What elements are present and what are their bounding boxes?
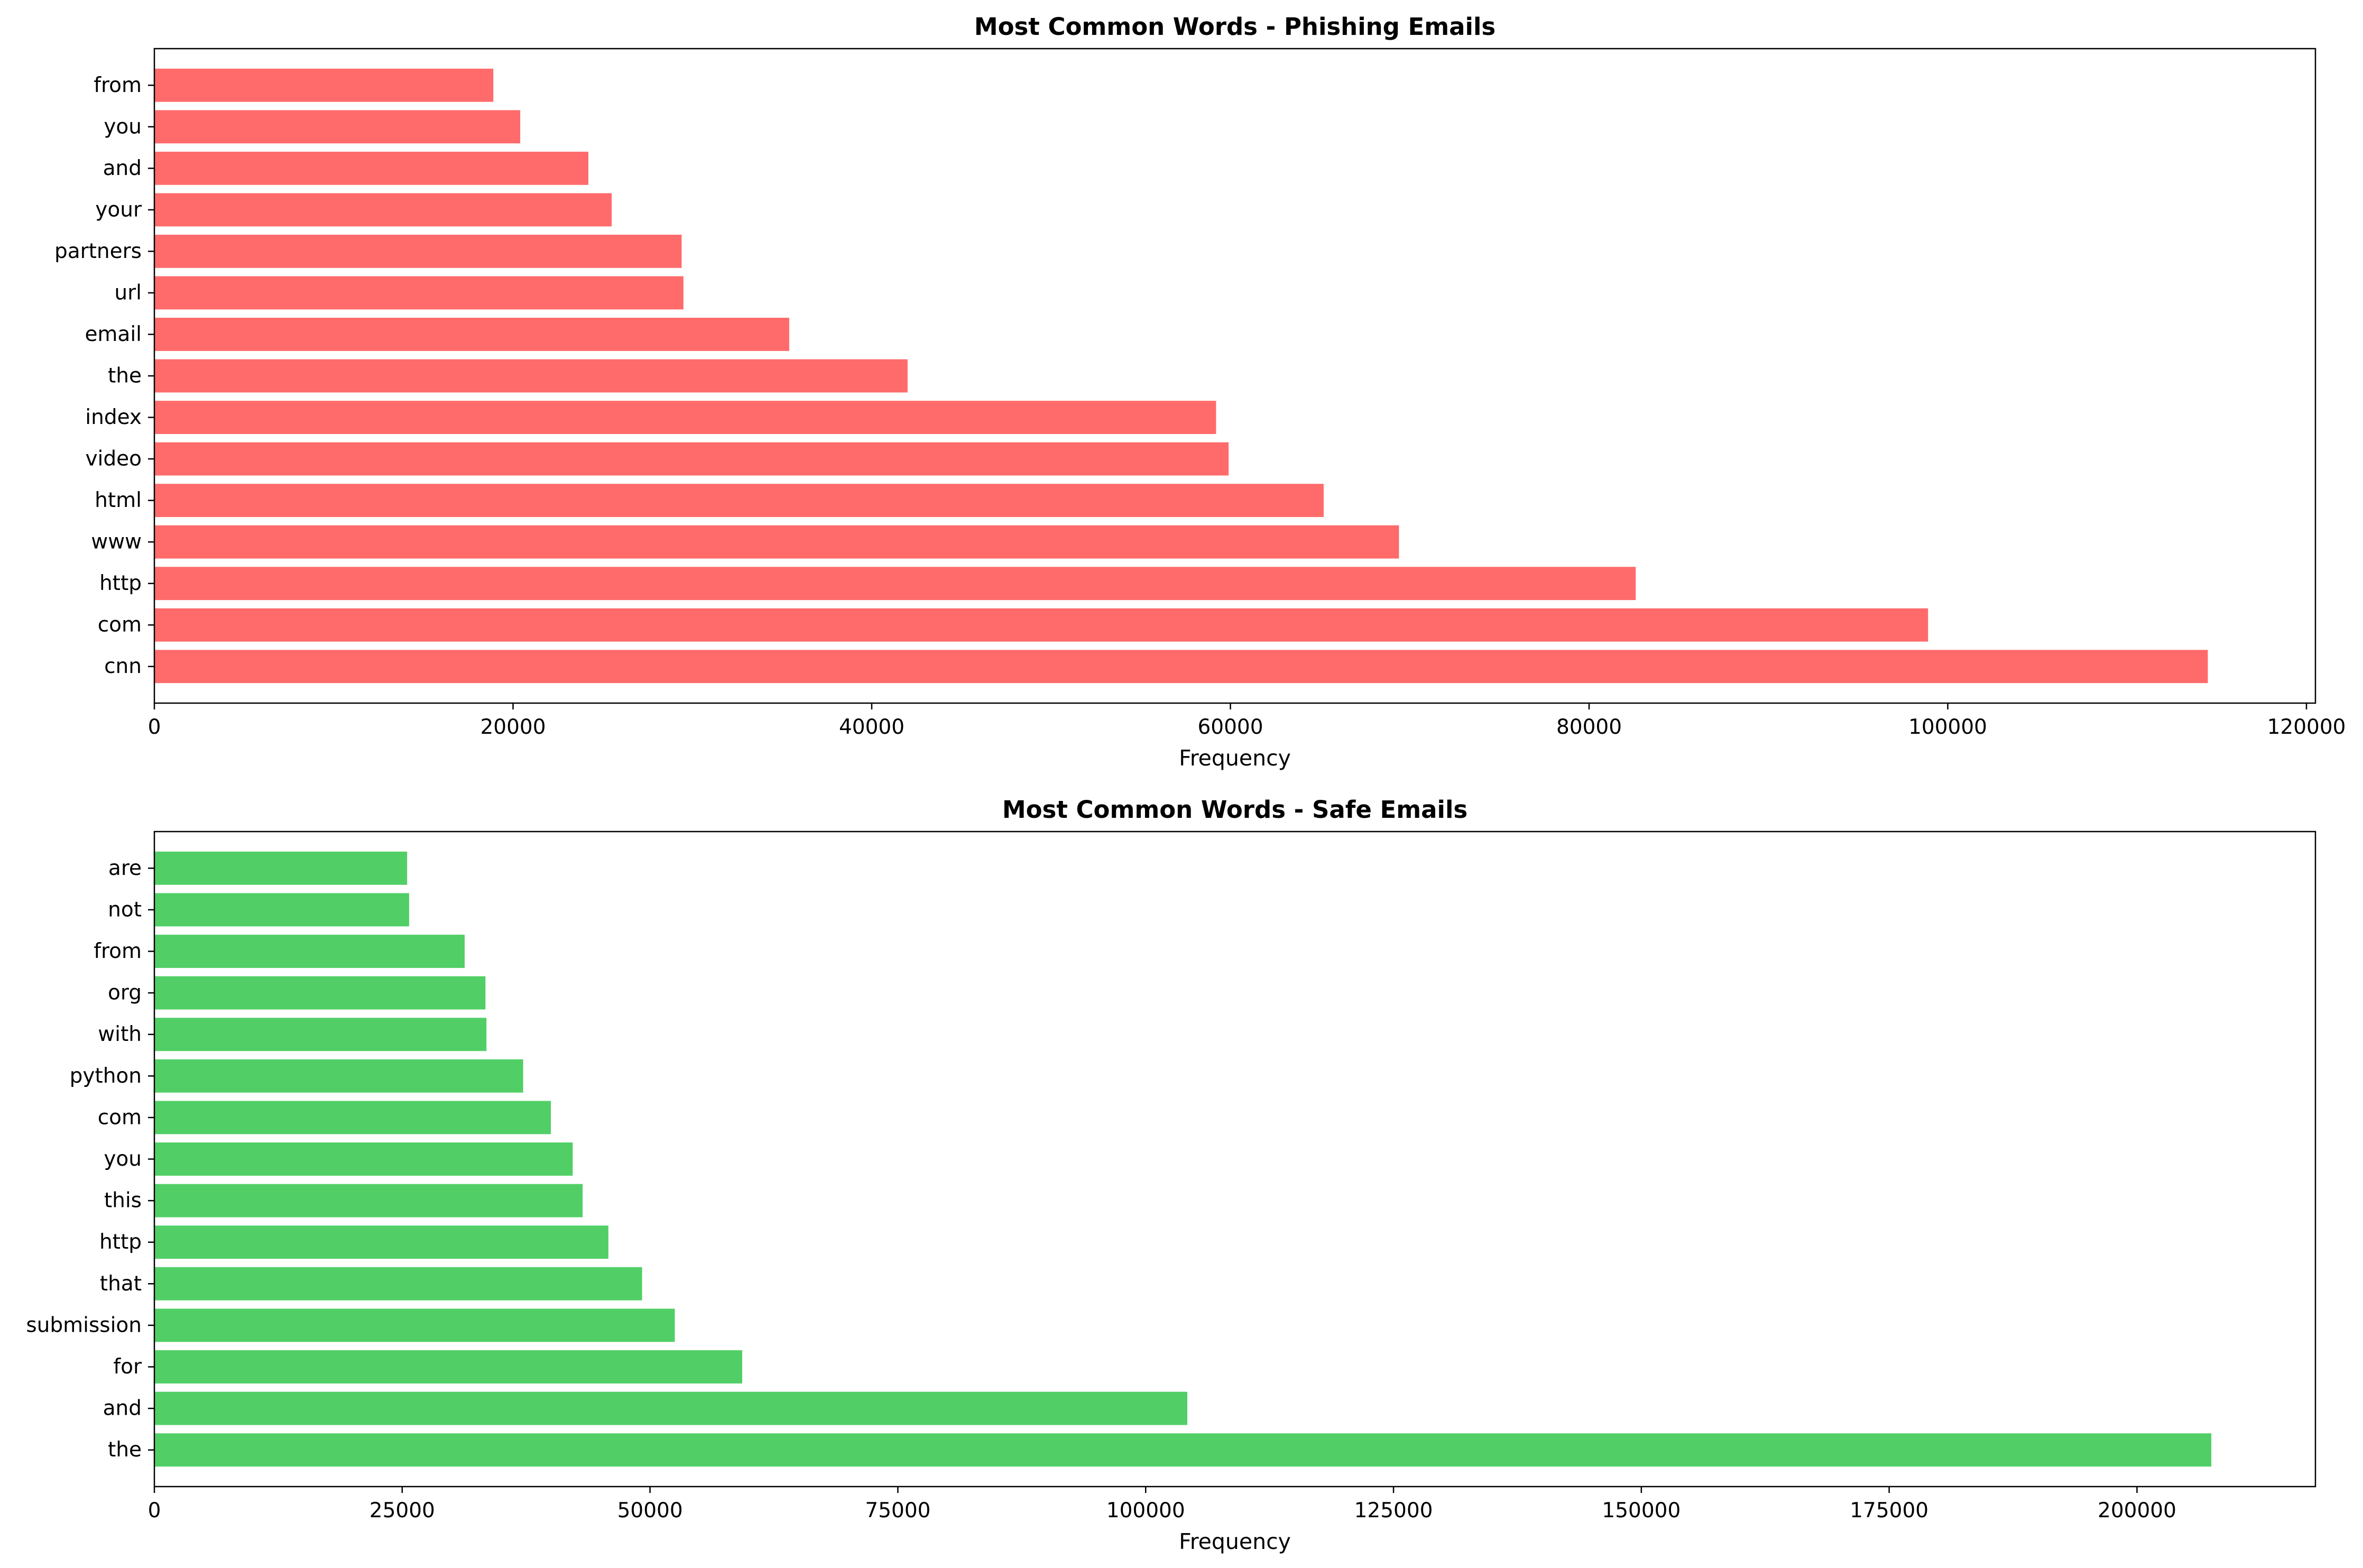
bar-cnn <box>154 650 2208 684</box>
y-tick-label: com <box>98 613 142 637</box>
bar-submission <box>154 1308 675 1342</box>
bar-your <box>154 193 612 227</box>
x-tick-label: 120000 <box>2267 715 2346 739</box>
y-tick-label: that <box>100 1272 142 1296</box>
x-ticks: 0 25000 50000 75000 100000 125000 150000 175000… <box>148 1487 2176 1523</box>
y-tick-label: not <box>108 898 142 921</box>
bar-that <box>154 1267 642 1300</box>
y-tick-label: video <box>85 447 142 471</box>
y-tick-label: cnn <box>104 654 142 678</box>
bar-from <box>154 68 494 102</box>
bar-are <box>154 851 408 885</box>
bar-you <box>154 110 521 144</box>
x-tick-label: 0 <box>148 1499 161 1523</box>
y-tick-label: org <box>108 981 142 1005</box>
bar-org <box>154 976 486 1010</box>
x-tick-label: 20000 <box>480 715 546 739</box>
chart-title: Most Common Words - Phishing Emails <box>974 13 1496 41</box>
bar-this <box>154 1184 583 1217</box>
y-tick-label: the <box>108 364 142 388</box>
bar-with <box>154 1018 487 1052</box>
x-tick-label: 0 <box>148 715 161 739</box>
y-tick-label: email <box>85 322 142 346</box>
safe-words-chart: Most Common Words - Safe Emails the and fo… <box>26 796 2316 1554</box>
plot-frame <box>153 48 2316 704</box>
bars <box>154 68 2208 684</box>
x-tick-label: 25000 <box>370 1499 435 1523</box>
y-tick-label: and <box>103 156 142 180</box>
x-axis-label: Frequency <box>1179 745 1291 771</box>
y-tick-label: com <box>98 1105 142 1129</box>
x-tick-label: 150000 <box>1602 1499 1681 1523</box>
bar-the <box>154 1433 2212 1467</box>
x-tick-label: 50000 <box>617 1499 683 1523</box>
x-tick-label: 100000 <box>1106 1499 1185 1523</box>
bar-http <box>154 1225 608 1259</box>
y-tick-label: www <box>91 530 142 554</box>
y-tick-label: partners <box>54 239 142 263</box>
y-tick-label: from <box>94 73 142 97</box>
bar-and <box>154 1391 1187 1425</box>
bar-http <box>154 567 1636 601</box>
y-tick-label: python <box>70 1064 142 1088</box>
y-tick-label: for <box>113 1355 142 1379</box>
y-tick-label: you <box>104 115 142 139</box>
bar-partners <box>154 234 682 268</box>
y-tick-label: the <box>108 1438 142 1462</box>
bar-email <box>154 318 789 351</box>
y-tick-label: index <box>85 405 142 429</box>
y-tick-label: you <box>104 1147 142 1171</box>
bar-and <box>154 151 588 185</box>
y-tick-label: url <box>114 281 142 305</box>
phishing-words-chart: Most Common Words - Phishing Emails cnnc… <box>54 13 2346 771</box>
y-tick-label: from <box>94 939 142 963</box>
x-tick-label: 40000 <box>839 715 904 739</box>
bar-for <box>154 1350 743 1383</box>
chart-title: Most Common Words - Safe Emails <box>1002 796 1467 824</box>
bar-html <box>154 484 1324 518</box>
y-tick-labels: the and for submission that http this you com pyt… <box>26 856 154 1462</box>
bar-you <box>154 1142 573 1176</box>
x-tick-label: 100000 <box>1908 715 1987 739</box>
bar-www <box>154 525 1399 559</box>
bar-python <box>154 1059 523 1093</box>
bar-com <box>154 1101 551 1135</box>
x-tick-label: 175000 <box>1850 1499 1928 1523</box>
y-tick-label: html <box>95 488 142 512</box>
x-axis-label: Frequency <box>1179 1529 1291 1554</box>
y-tick-labels: cnn com http www html video index the email url pa… <box>54 73 154 678</box>
y-tick-label: and <box>103 1397 142 1421</box>
y-tick-label: this <box>104 1189 142 1213</box>
bar-com <box>154 608 1928 642</box>
bar-from <box>154 935 465 968</box>
plot-frame <box>153 831 2316 1488</box>
x-tick-label: 75000 <box>865 1499 930 1523</box>
y-tick-label: submission <box>26 1313 142 1337</box>
y-tick-label: your <box>95 198 142 222</box>
x-tick-label: 60000 <box>1197 715 1263 739</box>
x-tick-label: 125000 <box>1354 1499 1433 1523</box>
bar-not <box>154 893 409 927</box>
x-tick-label: 80000 <box>1556 715 1622 739</box>
y-tick-label: http <box>99 1230 142 1254</box>
bar-the <box>154 359 908 393</box>
y-tick-label: http <box>99 571 142 595</box>
bar-index <box>154 401 1216 434</box>
x-ticks: 0 20000 40000 60000 80000 100000 120000 <box>148 703 2346 739</box>
bar-video <box>154 442 1229 476</box>
bar-url <box>154 276 684 310</box>
x-tick-label: 200000 <box>2098 1499 2176 1523</box>
bars <box>154 851 2212 1467</box>
y-tick-label: are <box>108 856 142 880</box>
y-tick-label: with <box>98 1022 142 1046</box>
